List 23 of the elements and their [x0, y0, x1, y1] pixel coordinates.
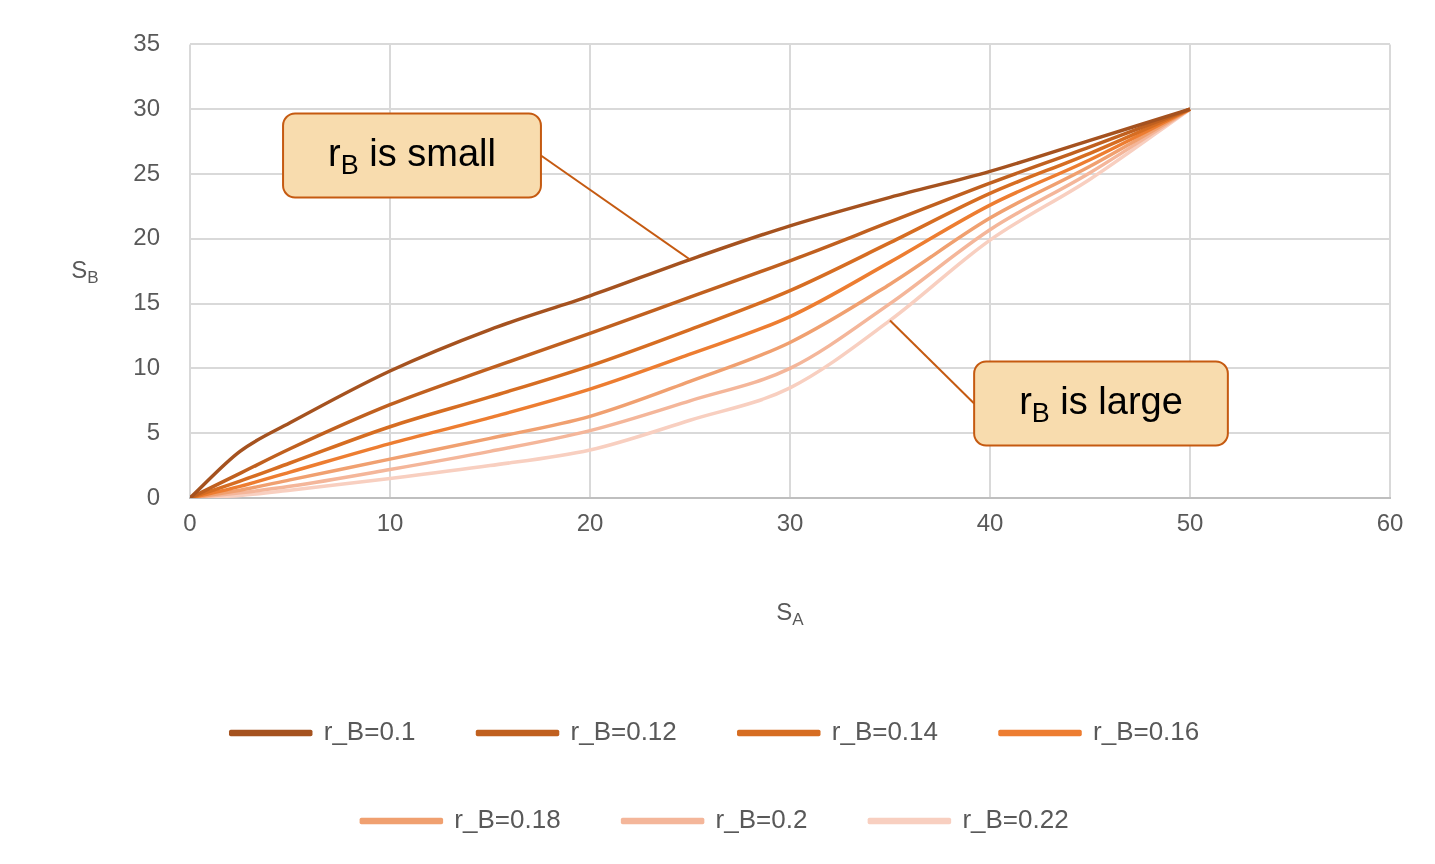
x-tick-label: 40 [976, 509, 1004, 537]
legend-label: r_B=0.12 [570, 716, 677, 747]
legend-label: r_B=0.16 [1093, 716, 1200, 747]
x-tick-label: 50 [1176, 509, 1204, 537]
y-tick-label: 15 [133, 288, 160, 316]
legend-label: r_B=0.1 [323, 716, 416, 747]
legend-label: r_B=0.18 [454, 804, 561, 835]
x-tick-label: 30 [776, 509, 804, 537]
y-tick-label: 20 [133, 223, 160, 251]
x-tick-label: 0 [183, 509, 197, 537]
line-series [190, 107, 1192, 498]
y-tick-label: 25 [133, 158, 160, 186]
y-tick-label: 10 [133, 353, 160, 381]
y-tick-label: 30 [133, 93, 160, 121]
y-tick-label: 0 [146, 482, 160, 510]
x-tick-label: 20 [576, 509, 604, 537]
legend-label: r_B=0.22 [962, 804, 1069, 835]
x-tick-label: 10 [376, 509, 404, 537]
y-tick-label: 35 [133, 29, 160, 57]
y-tick-label: 5 [146, 417, 160, 445]
legend-label: r_B=0.14 [831, 716, 939, 747]
legend-label: r_B=0.2 [715, 804, 808, 835]
x-tick-label: 60 [1376, 509, 1404, 537]
